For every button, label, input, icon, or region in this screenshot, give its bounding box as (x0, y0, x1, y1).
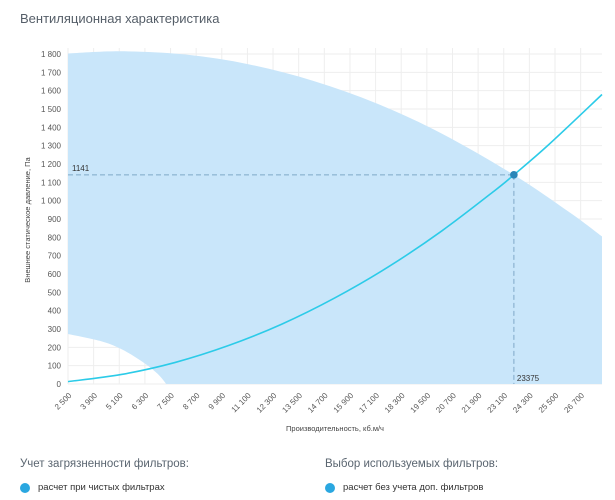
radio-selected-icon[interactable] (325, 482, 335, 493)
x-tick-label: 13 500 (280, 391, 304, 415)
x-tick-label: 21 900 (460, 391, 484, 415)
filters-used-title: Выбор используемых фильтров: (325, 458, 499, 470)
y-axis-label: Внешнее статическое давление, Па (23, 156, 32, 282)
fan-operating-area (68, 51, 602, 384)
x-tick-label: 15 900 (332, 391, 356, 415)
x-tick-label: 20 700 (434, 391, 458, 415)
radio-selected-icon[interactable] (20, 482, 30, 493)
filter-dirt-option-label: расчет при чистых фильтрах (38, 482, 165, 493)
x-tick-label: 18 300 (383, 391, 407, 415)
y-tick-label: 1 300 (41, 142, 62, 151)
operating-pressure-label: 1141 (72, 164, 90, 173)
x-tick-label: 12 300 (255, 391, 279, 415)
x-axis-label: Производительность, кб.м/ч (286, 424, 384, 433)
x-tick-label: 9 900 (207, 391, 228, 412)
fan-performance-chart: 1141 23375 0 100 200 300 400 500 600 700 800 900 1… (23, 48, 603, 433)
y-tick-label: 1 200 (41, 160, 62, 169)
x-tick-label: 6 300 (130, 391, 151, 412)
filters-used-option[interactable]: расчет без учета доп. фильтров (325, 482, 483, 493)
x-tick-label: 25 500 (537, 391, 561, 415)
x-tick-label: 26 700 (562, 391, 586, 415)
y-tick-label: 0 (57, 380, 62, 389)
y-tick-label: 1 700 (41, 68, 62, 77)
x-tick-label: 8 700 (181, 391, 202, 412)
chart-title: Вентиляционная характеристика (20, 11, 220, 26)
x-tick-label: 11 100 (230, 391, 254, 415)
y-tick-label: 800 (48, 233, 62, 242)
x-tick-label: 3 900 (79, 391, 100, 412)
filter-dirt-title: Учет загрязненности фильтров: (20, 458, 189, 470)
x-tick-label: 19 500 (409, 391, 433, 415)
x-tick-label: 24 300 (511, 391, 535, 415)
y-tick-label: 1 500 (41, 105, 62, 114)
y-tick-label: 1 600 (41, 87, 62, 96)
y-tick-label: 1 800 (41, 50, 62, 59)
operating-point[interactable] (510, 171, 518, 179)
operating-flow-label: 23375 (517, 374, 540, 383)
x-tick-label: 7 500 (155, 391, 176, 412)
system-curve (67, 93, 603, 383)
y-tick-label: 600 (48, 270, 62, 279)
y-tick-label: 500 (48, 288, 62, 297)
y-tick-label: 100 (48, 362, 62, 371)
y-tick-label: 200 (48, 343, 62, 352)
y-tick-label: 1 400 (41, 123, 62, 132)
y-tick-label: 1 000 (41, 197, 62, 206)
x-tick-label: 23 100 (485, 391, 509, 415)
y-tick-label: 900 (48, 215, 62, 224)
filter-dirt-option[interactable]: расчет при чистых фильтрах (20, 482, 165, 493)
filters-used-option-label: расчет без учета доп. фильтров (343, 482, 484, 493)
y-tick-label: 300 (48, 325, 62, 334)
y-tick-label: 1 100 (41, 178, 62, 187)
x-tick-label: 5 100 (104, 391, 125, 412)
x-tick-label: 17 100 (357, 391, 381, 415)
y-tick-label: 700 (48, 252, 62, 261)
x-tick-label: 2 500 (53, 391, 74, 412)
y-tick-label: 400 (48, 307, 62, 316)
x-tick-label: 14 700 (306, 391, 330, 415)
